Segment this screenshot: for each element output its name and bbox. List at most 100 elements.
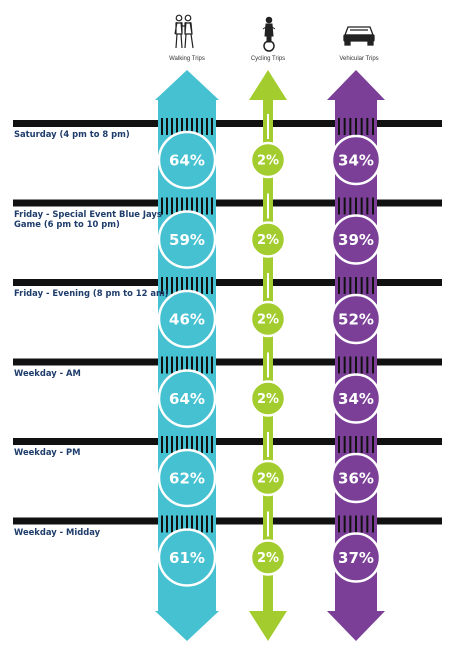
cyclist-icon <box>262 16 276 52</box>
value-circle <box>330 373 382 424</box>
tick-mark <box>186 118 188 135</box>
tick-mark <box>349 356 352 374</box>
tick-mark <box>201 118 203 135</box>
row-band <box>13 199 442 207</box>
value-label: 2% <box>257 154 279 169</box>
value-label: 64% <box>169 152 205 170</box>
tick-mark <box>343 118 346 135</box>
tick-mark <box>191 356 193 374</box>
tick-mark <box>349 277 352 294</box>
tick-mark <box>206 118 208 135</box>
row-label: Weekday - AM <box>14 367 81 378</box>
tick-mark <box>338 197 340 215</box>
value-circle <box>249 459 287 497</box>
tick-mark <box>171 277 173 294</box>
tick-mark <box>372 197 374 215</box>
value-circle <box>330 293 382 345</box>
tick-mark <box>338 118 340 135</box>
value-label: 46% <box>169 311 205 329</box>
tick-mark <box>181 277 183 294</box>
tick-mark <box>171 118 173 135</box>
value-label: 52% <box>338 311 374 329</box>
tick-mark <box>355 118 357 135</box>
value-label: 39% <box>338 231 374 249</box>
tick-mark <box>186 356 188 374</box>
tick-mark <box>191 515 193 533</box>
tick-mark <box>166 356 168 374</box>
tick-mark <box>161 515 163 533</box>
tick-mark <box>360 436 363 453</box>
tick-mark <box>186 515 188 533</box>
value-circle <box>157 448 217 508</box>
tick-mark <box>196 356 198 374</box>
value-circle <box>249 221 287 258</box>
value-label: 37% <box>338 549 374 567</box>
tick-mark <box>181 356 183 374</box>
row-band <box>13 358 442 366</box>
tick-mark <box>360 197 363 215</box>
tick-mark <box>211 277 213 294</box>
tick-mark <box>196 277 198 294</box>
tick-mark <box>206 197 208 215</box>
tick-mark <box>166 515 168 533</box>
tick-mark <box>343 356 346 374</box>
tick-mark <box>366 356 369 374</box>
tick-mark <box>355 197 357 215</box>
tick-mark <box>166 277 168 294</box>
value-circle <box>330 134 382 186</box>
tick-mark <box>343 436 346 453</box>
tick-mark <box>161 277 163 294</box>
tick-mark <box>338 277 340 294</box>
value-label: 2% <box>257 313 279 328</box>
tick-mark <box>171 197 173 215</box>
row-label: Friday - Evening (8 pm to 12 am) <box>14 288 169 298</box>
tick-mark <box>161 118 163 135</box>
tick-mark <box>201 515 203 533</box>
tick-mark <box>181 197 183 215</box>
tick-mark <box>372 515 374 533</box>
tick-mark <box>191 436 193 453</box>
mode-label-walking: Walking Trips <box>169 56 205 62</box>
tick-mark <box>366 118 369 135</box>
mode-label-cycling: Cycling Trips <box>250 56 286 62</box>
tick-mark <box>360 356 363 374</box>
tick-mark <box>211 197 213 215</box>
pedestrians-icon <box>174 14 194 49</box>
tick-mark <box>176 436 178 453</box>
tick-mark <box>161 436 163 453</box>
tick-mark <box>211 515 213 533</box>
value-label: 2% <box>257 551 279 566</box>
tick-mark <box>201 277 203 294</box>
tick-mark <box>171 515 173 533</box>
tick-mark <box>360 515 363 533</box>
tick-mark <box>176 356 178 374</box>
row-band <box>13 279 442 286</box>
tick-mark <box>349 436 352 453</box>
value-circle <box>157 369 217 428</box>
tick-mark <box>355 515 357 533</box>
value-label: 64% <box>169 390 205 408</box>
tick-mark <box>360 277 363 294</box>
tick-mark <box>176 515 178 533</box>
value-circle <box>157 289 217 349</box>
value-label: 2% <box>257 472 279 487</box>
tick-mark <box>166 436 168 453</box>
mode-label-vehicular: Vehicular Trips <box>339 56 379 62</box>
tick-mark <box>343 515 346 533</box>
tick-mark <box>191 277 193 294</box>
tick-mark <box>191 197 193 215</box>
car-icon <box>343 26 375 46</box>
tick-mark <box>211 436 213 453</box>
tick-mark <box>166 197 168 215</box>
value-label: 59% <box>169 231 205 249</box>
value-circle <box>330 452 382 504</box>
value-label: 2% <box>257 233 279 248</box>
value-label: 62% <box>169 470 205 488</box>
value-circle <box>157 130 217 190</box>
tick-mark <box>206 436 208 453</box>
tick-mark <box>196 515 198 533</box>
value-label: 34% <box>338 152 374 170</box>
tick-mark <box>211 356 213 374</box>
tick-mark <box>206 356 208 374</box>
